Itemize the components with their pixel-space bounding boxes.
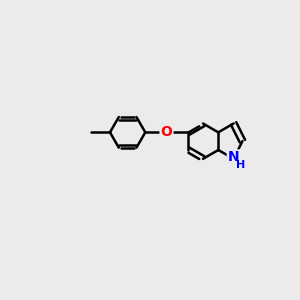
- Text: N: N: [228, 150, 239, 164]
- Text: O: O: [160, 125, 172, 139]
- Text: H: H: [236, 160, 246, 170]
